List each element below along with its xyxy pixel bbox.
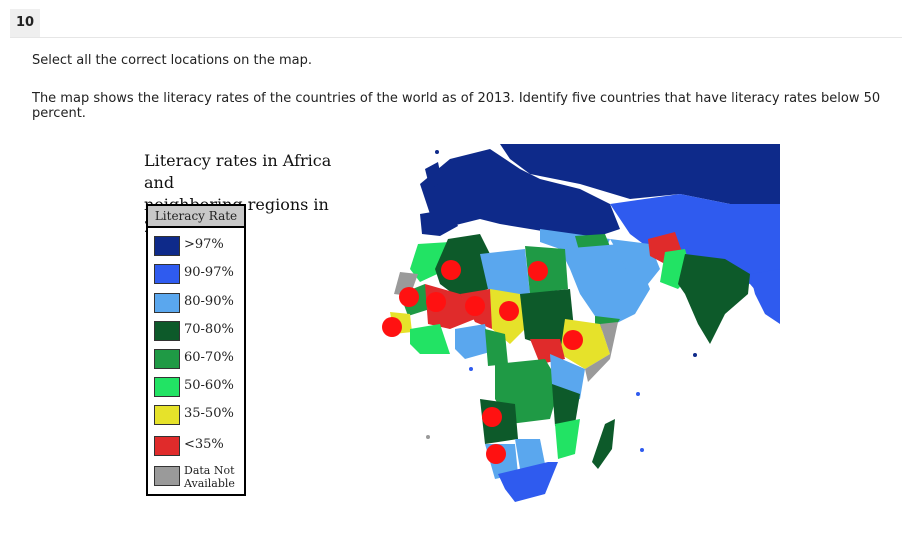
legend-swatch [154,466,180,486]
legend-label: 90-97% [184,265,234,280]
india-region [678,254,750,344]
legend-label: 70-80% [184,322,234,337]
legend-swatch [154,349,180,369]
legend-swatch [154,236,180,256]
legend-label: >97% [184,237,224,252]
map-hotspot-chad[interactable] [499,301,519,321]
southeast-asia-region [750,269,780,324]
iberia-region [420,209,458,236]
map-hotspot-mauritania[interactable] [399,287,419,307]
mozambique-region [555,419,580,459]
island-dot [435,150,439,154]
island-dot [640,448,644,452]
iran-region [610,239,660,284]
map-hotspot-angola[interactable] [482,407,502,427]
legend-swatch [154,321,180,341]
map-hotspot-algeria[interactable] [441,260,461,280]
map-hotspot-niger[interactable] [465,296,485,316]
botswana-region [515,439,545,469]
legend-label: <35% [184,437,224,452]
map-svg [382,144,780,502]
island-dot [636,392,640,396]
map-legend: Literacy Rate >97% 90-97% 80-90% 70-80% … [146,204,246,496]
somalia-region [585,322,618,382]
literacy-map [380,144,780,506]
question-header: 10 [10,9,902,38]
question-prompt: The map shows the literacy rates of the … [32,91,881,121]
algeria-region [435,234,490,299]
south-africa-region [498,462,558,502]
legend-title: Literacy Rate [148,206,244,228]
island-dot [426,435,430,439]
island-dot [693,353,697,357]
legend-label: 50-60% [184,378,234,393]
uk-region [425,162,442,189]
legend-label: Data Not Available [184,464,235,490]
legend-label-line-1: Data Not [184,464,235,477]
madagascar-region [592,419,615,469]
question-number: 10 [10,9,40,37]
legend-label: 35-50% [184,406,234,421]
legend-label: 80-90% [184,294,234,309]
legend-swatch [154,377,180,397]
legend-label: 60-70% [184,350,234,365]
legend-swatch [154,436,180,456]
europe-region [420,149,620,239]
tanzania-region [552,384,580,426]
map-hotspot-ethiopia[interactable] [563,330,583,350]
nigeria-region [455,324,490,359]
legend-swatch [154,405,180,425]
russia-region [500,144,780,204]
cameroon-region [485,329,508,366]
island-dot [469,367,473,371]
map-hotspot-namibia[interactable] [486,444,506,464]
legend-swatch [154,293,180,313]
instruction-text: Select all the correct locations on the … [32,53,312,68]
legend-swatch [154,264,180,284]
sudan-region [520,289,575,349]
map-hotspot-mali[interactable] [426,292,446,312]
map-title-line-1: Literacy rates in Africa and [144,151,332,192]
legend-label-line-2: Available [184,477,235,490]
west-coast-region [410,324,450,354]
map-hotspot-senegal[interactable] [382,317,402,337]
map-hotspot-egypt[interactable] [528,261,548,281]
